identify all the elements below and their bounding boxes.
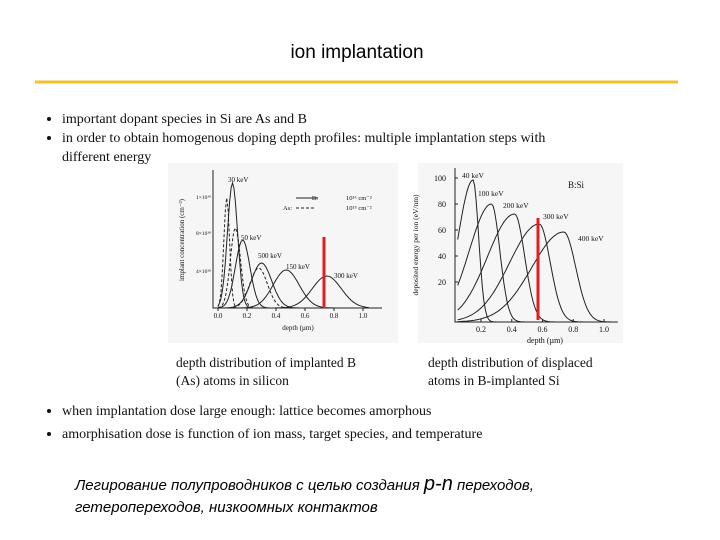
figure-caption: atoms in B-implanted Si <box>428 373 560 388</box>
curve-label: 50 keV <box>241 234 261 242</box>
y-tick-label: 80 <box>438 200 446 209</box>
x-tick-label: 0.2 <box>243 312 252 320</box>
y-tick-label: 100 <box>434 174 446 183</box>
figure-caption: (As) atoms in silicon <box>176 373 289 388</box>
x-axis-label: depth (µm) <box>527 336 563 345</box>
curve-label: 30 keV <box>228 176 248 184</box>
x-axis-label: depth (µm) <box>282 324 314 332</box>
bullet-text: when implantation dose large enough: lat… <box>62 404 431 419</box>
y-tick-label: 20 <box>438 278 446 287</box>
figure-caption: depth distribution of implanted B <box>176 355 356 370</box>
note-emphasis: p-n <box>423 473 453 495</box>
profile-curve <box>218 267 369 309</box>
x-tick-label: 0.6 <box>301 312 310 320</box>
bullet-text: amorphisation dose is function of ion ma… <box>62 427 482 442</box>
bullet-dot <box>47 136 51 140</box>
curve-label: 400 keV <box>578 234 604 243</box>
note-line: Легирование полупроводников с целью созд… <box>74 473 534 495</box>
curve-label: 300 keV <box>543 212 569 221</box>
curve-label: 150 keV <box>286 263 310 271</box>
note-line: гетеропереходов, низкоомных контактов <box>75 499 378 516</box>
legend-text: 10¹⁶ cm⁻² <box>346 195 372 202</box>
y-tick-label: 1×10¹⁹ <box>196 195 211 201</box>
bullet-dot <box>47 432 51 436</box>
bullet-dot <box>47 117 51 121</box>
x-tick-label: 1.0 <box>599 325 609 334</box>
y-tick-label: 40 <box>438 252 446 261</box>
curve-label: 100 keV <box>478 189 504 198</box>
curve-label: 500 keV <box>258 252 282 260</box>
bullet-dot <box>47 409 51 413</box>
figure-left-bg <box>168 163 398 343</box>
note-text: переходов, <box>453 477 534 494</box>
bullet-text: different energy <box>62 150 151 165</box>
x-tick-label: 0.2 <box>476 325 486 334</box>
curve-label: 40 keV <box>462 171 484 180</box>
x-tick-label: 0.0 <box>214 312 223 320</box>
curve-label: 200 keV <box>503 201 529 210</box>
x-tick-label: 0.6 <box>538 325 548 334</box>
bullet-text: important dopant species in Si are As an… <box>62 112 307 127</box>
x-tick-label: 0.4 <box>272 312 281 320</box>
x-tick-label: 0.4 <box>507 325 517 334</box>
legend-text: B: <box>312 195 318 202</box>
legend-text: 10¹⁵ cm⁻² <box>346 205 372 212</box>
legend-text: B:Si <box>568 180 585 190</box>
y-tick-label: 8×10¹⁸ <box>196 231 211 237</box>
y-tick-label: 4×10¹⁸ <box>196 269 211 275</box>
bullet-text: in order to obtain homogenous doping dep… <box>62 131 545 146</box>
figure-right-bg <box>418 163 623 343</box>
note-text: Легирование полупроводников с целью созд… <box>74 477 424 494</box>
x-tick-label: 1.0 <box>359 312 368 320</box>
figure-caption: depth distribution of displaced <box>428 355 593 370</box>
y-axis-label: implant concentration (cm⁻³) <box>178 198 186 281</box>
x-tick-label: 0.8 <box>568 325 578 334</box>
x-tick-label: 0.8 <box>330 312 339 320</box>
y-axis-label: deposited energy per ion (eV/nm) <box>411 194 420 296</box>
slide-title: ion implantation <box>290 42 423 63</box>
curve-label: 300 keV <box>334 272 358 280</box>
y-tick-label: 60 <box>438 226 446 235</box>
legend-text: As: <box>283 205 292 212</box>
